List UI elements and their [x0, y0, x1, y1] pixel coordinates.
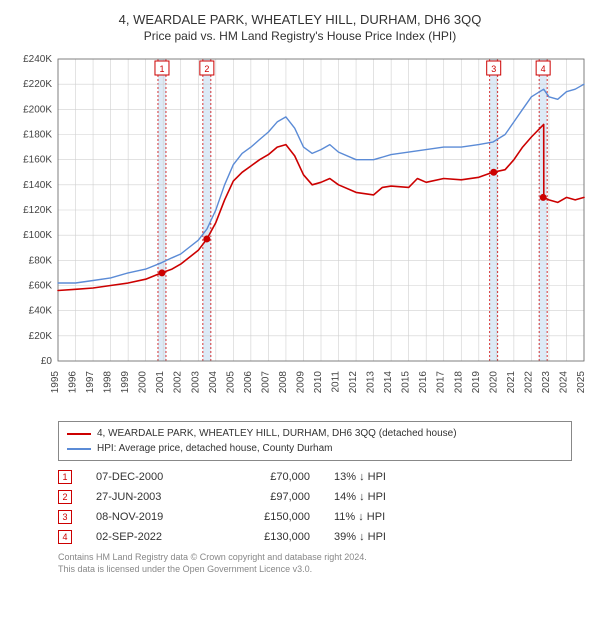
sale-price: £70,000: [240, 471, 310, 483]
sale-marker-box: 3: [58, 510, 72, 524]
svg-text:1: 1: [159, 64, 164, 74]
svg-text:£80K: £80K: [29, 255, 53, 266]
sales-row: 2 27-JUN-2003 £97,000 14% ↓ HPI: [58, 487, 572, 507]
svg-text:2025: 2025: [576, 371, 587, 394]
sales-row: 1 07-DEC-2000 £70,000 13% ↓ HPI: [58, 467, 572, 487]
chart-title: 4, WEARDALE PARK, WHEATLEY HILL, DURHAM,…: [8, 12, 592, 27]
legend-label: HPI: Average price, detached house, Coun…: [97, 441, 333, 456]
svg-text:£120K: £120K: [23, 205, 52, 216]
svg-text:2024: 2024: [558, 371, 569, 394]
chart-container: 4, WEARDALE PARK, WHEATLEY HILL, DURHAM,…: [0, 0, 600, 583]
sale-date: 02-SEP-2022: [96, 531, 216, 543]
svg-text:2015: 2015: [401, 371, 412, 394]
svg-text:£240K: £240K: [23, 54, 52, 65]
sale-marker-box: 1: [58, 470, 72, 484]
svg-text:£220K: £220K: [23, 79, 52, 90]
svg-text:2022: 2022: [523, 371, 534, 394]
svg-text:2: 2: [204, 64, 209, 74]
sale-diff: 13% ↓ HPI: [334, 471, 424, 483]
svg-text:£160K: £160K: [23, 155, 52, 166]
chart-subtitle: Price paid vs. HM Land Registry's House …: [8, 29, 592, 43]
svg-text:£100K: £100K: [23, 230, 52, 241]
svg-text:2000: 2000: [138, 371, 149, 394]
svg-text:1996: 1996: [68, 371, 79, 394]
chart-svg: £0 £20K £40K £60K £80K £100K £120K £140K £160K £1…: [8, 51, 592, 411]
sale-diff: 39% ↓ HPI: [334, 531, 424, 543]
svg-text:2018: 2018: [453, 371, 464, 394]
svg-text:£20K: £20K: [29, 331, 53, 342]
svg-text:1995: 1995: [50, 371, 61, 394]
svg-text:2002: 2002: [173, 371, 184, 394]
svg-text:2012: 2012: [348, 371, 359, 394]
svg-text:2001: 2001: [155, 371, 166, 394]
svg-text:2019: 2019: [471, 371, 482, 394]
svg-text:2021: 2021: [506, 371, 517, 394]
legend-item: HPI: Average price, detached house, Coun…: [67, 441, 563, 456]
svg-text:2020: 2020: [488, 371, 499, 394]
svg-text:2010: 2010: [313, 371, 324, 394]
sale-date: 07-DEC-2000: [96, 471, 216, 483]
sales-table: 1 07-DEC-2000 £70,000 13% ↓ HPI 2 27-JUN-2003…: [58, 467, 572, 547]
footer-attribution: Contains HM Land Registry data © Crown c…: [58, 551, 572, 575]
legend-label: 4, WEARDALE PARK, WHEATLEY HILL, DURHAM,…: [97, 426, 457, 441]
sale-price: £130,000: [240, 531, 310, 543]
svg-text:2023: 2023: [541, 371, 552, 394]
svg-text:2016: 2016: [418, 371, 429, 394]
legend-swatch: [67, 448, 91, 450]
sale-diff: 14% ↓ HPI: [334, 491, 424, 503]
chart-plot: £0 £20K £40K £60K £80K £100K £120K £140K £160K £1…: [8, 51, 592, 411]
footer-line-2: This data is licensed under the Open Gov…: [58, 563, 572, 575]
sale-price: £97,000: [240, 491, 310, 503]
svg-text:2017: 2017: [436, 371, 447, 394]
svg-text:3: 3: [491, 64, 496, 74]
svg-text:1999: 1999: [120, 371, 131, 394]
svg-text:£60K: £60K: [29, 281, 53, 292]
svg-text:£180K: £180K: [23, 130, 52, 141]
sales-row: 3 08-NOV-2019 £150,000 11% ↓ HPI: [58, 507, 572, 527]
svg-text:2014: 2014: [383, 371, 394, 394]
svg-text:£40K: £40K: [29, 306, 53, 317]
svg-text:2008: 2008: [278, 371, 289, 394]
svg-text:2005: 2005: [225, 371, 236, 394]
legend-item: 4, WEARDALE PARK, WHEATLEY HILL, DURHAM,…: [67, 426, 563, 441]
svg-text:2003: 2003: [190, 371, 201, 394]
legend-swatch: [67, 433, 91, 435]
legend: 4, WEARDALE PARK, WHEATLEY HILL, DURHAM,…: [58, 421, 572, 461]
svg-text:2013: 2013: [366, 371, 377, 394]
svg-text:£200K: £200K: [23, 104, 52, 115]
sale-price: £150,000: [240, 511, 310, 523]
svg-text:£0: £0: [41, 356, 53, 367]
sale-marker-box: 2: [58, 490, 72, 504]
sale-diff: 11% ↓ HPI: [334, 511, 424, 523]
svg-text:2006: 2006: [243, 371, 254, 394]
footer-line-1: Contains HM Land Registry data © Crown c…: [58, 551, 572, 563]
sale-date: 08-NOV-2019: [96, 511, 216, 523]
svg-text:£140K: £140K: [23, 180, 52, 191]
svg-text:4: 4: [541, 64, 546, 74]
svg-text:1998: 1998: [103, 371, 114, 394]
svg-text:1997: 1997: [85, 371, 96, 394]
sales-row: 4 02-SEP-2022 £130,000 39% ↓ HPI: [58, 527, 572, 547]
svg-text:2004: 2004: [208, 371, 219, 394]
svg-text:2009: 2009: [295, 371, 306, 394]
sale-marker-box: 4: [58, 530, 72, 544]
svg-text:2007: 2007: [260, 371, 271, 394]
sale-date: 27-JUN-2003: [96, 491, 216, 503]
svg-text:2011: 2011: [331, 371, 342, 393]
